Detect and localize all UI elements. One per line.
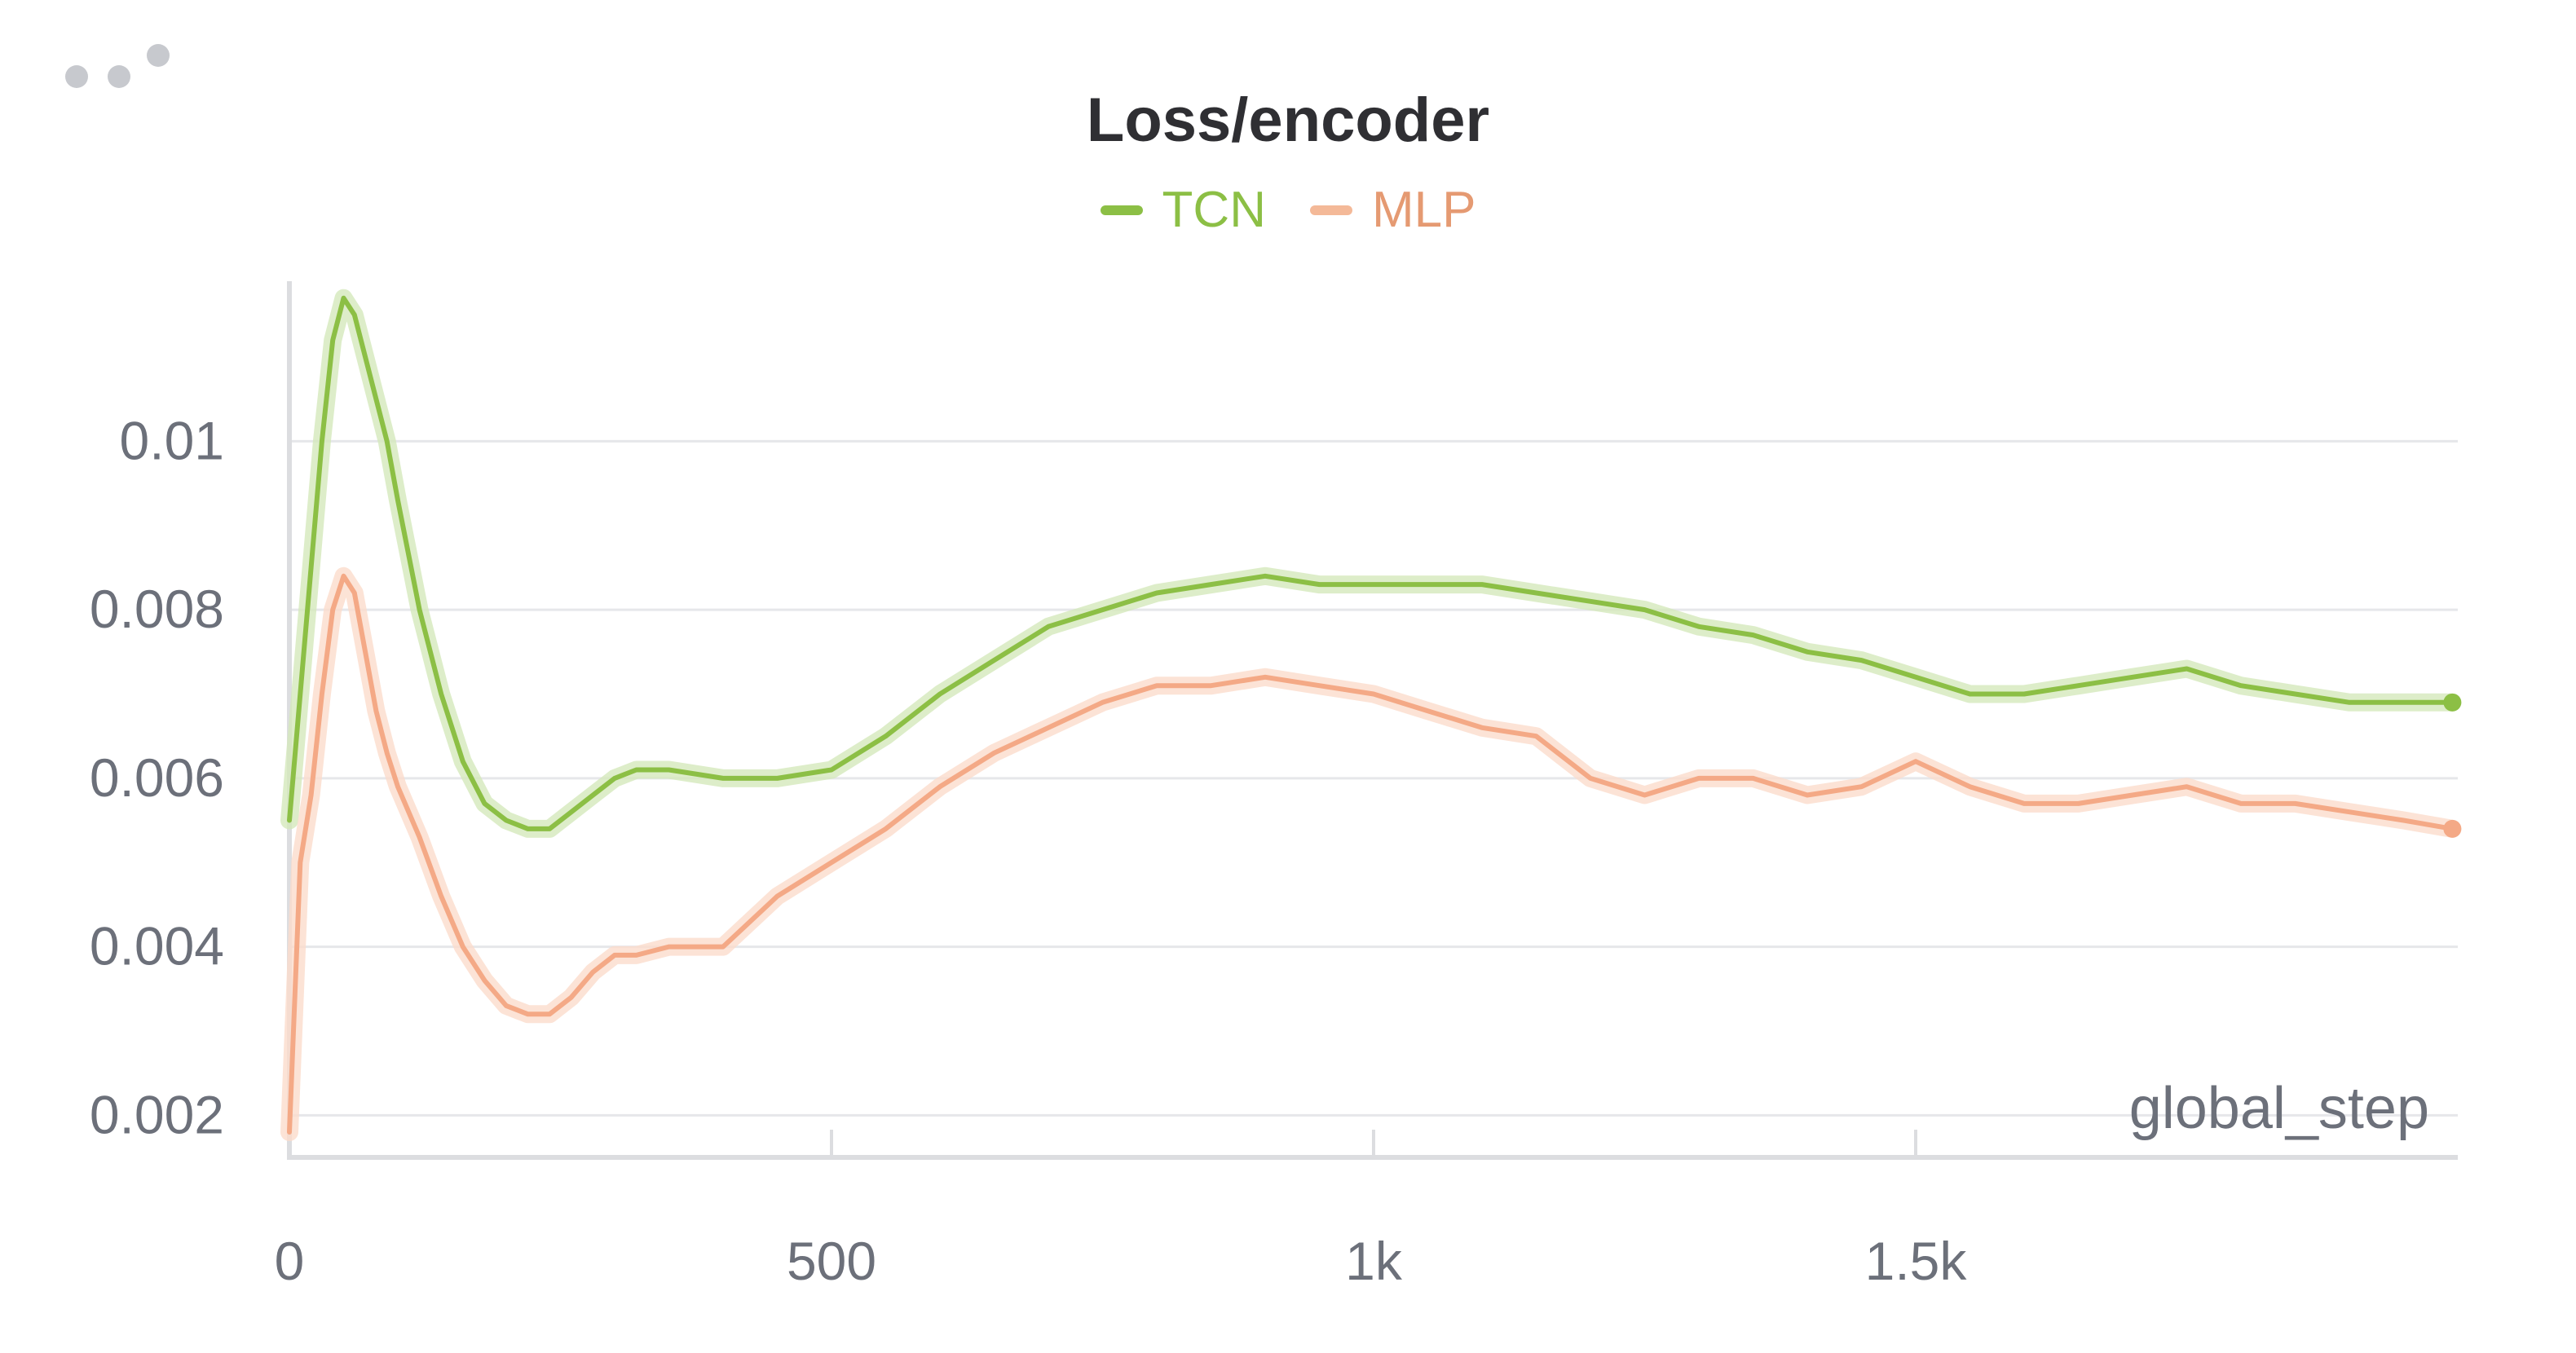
legend-label-tcn: TCN — [1162, 182, 1266, 238]
series-band-mlp — [280, 566, 2462, 1141]
legend: TCN MLP — [0, 181, 2576, 239]
x-tick-label: 1.5k — [1865, 1231, 1968, 1291]
legend-swatch-mlp — [1309, 205, 1352, 215]
x-axis-title: global_step — [2129, 1076, 2429, 1141]
x-tick-label: 0 — [275, 1231, 305, 1291]
series-band-tcn — [280, 289, 2462, 838]
legend-item-tcn[interactable]: TCN — [1100, 181, 1266, 239]
x-tick-label: 1k — [1345, 1231, 1403, 1291]
y-tick-label: 0.004 — [90, 916, 224, 976]
y-tick-label: 0.008 — [90, 579, 224, 639]
panel-menu-icon[interactable] — [60, 41, 183, 90]
legend-swatch-tcn — [1100, 205, 1143, 215]
x-tick-label: 500 — [787, 1231, 876, 1291]
legend-item-mlp[interactable]: MLP — [1309, 181, 1476, 239]
y-tick-label: 0.01 — [120, 410, 224, 470]
y-tick-label: 0.002 — [90, 1084, 224, 1144]
series-end-point-tcn — [2443, 693, 2462, 712]
legend-label-mlp: MLP — [1371, 182, 1476, 238]
series-line-tcn[interactable] — [287, 295, 2455, 831]
series-end-point-mlp — [2443, 819, 2462, 838]
series-line-mlp[interactable] — [287, 573, 2455, 1135]
y-tick-label: 0.006 — [90, 747, 224, 808]
chart-title: Loss/encoder — [1086, 86, 1490, 155]
